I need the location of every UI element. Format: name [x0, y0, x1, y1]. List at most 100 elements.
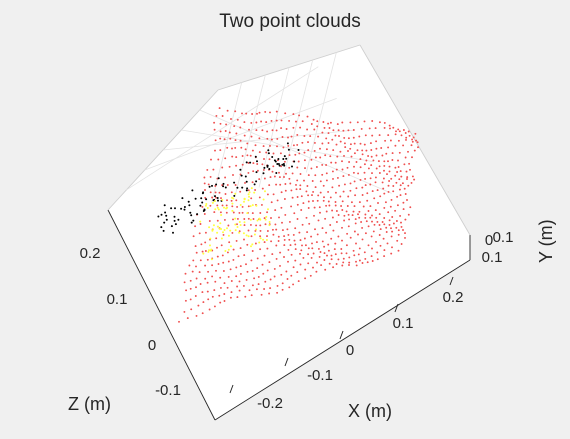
- red-point: [396, 195, 399, 198]
- red-point: [224, 130, 227, 132]
- yellow-point: [221, 199, 224, 201]
- red-point: [245, 263, 247, 266]
- red-point: [265, 151, 268, 154]
- red-point: [353, 254, 356, 257]
- red-point: [325, 148, 328, 151]
- red-point: [328, 262, 331, 265]
- red-point: [404, 132, 407, 134]
- red-point: [217, 158, 220, 161]
- red-point: [355, 187, 358, 190]
- red-point: [402, 229, 404, 231]
- x-tick: [394, 303, 399, 313]
- red-point: [361, 149, 364, 152]
- red-point: [314, 156, 317, 159]
- red-point: [218, 294, 221, 297]
- red-point: [367, 244, 370, 247]
- red-point: [414, 132, 417, 135]
- red-point: [354, 222, 357, 225]
- black-point: [188, 204, 191, 207]
- red-point: [327, 243, 330, 246]
- red-point: [259, 212, 262, 214]
- red-point: [268, 292, 271, 295]
- red-point: [342, 129, 345, 132]
- yellow-point: [268, 224, 271, 227]
- red-point: [194, 225, 197, 228]
- yellow-point: [247, 193, 250, 196]
- red-point: [214, 139, 217, 142]
- red-point: [350, 155, 353, 158]
- red-point: [263, 217, 266, 220]
- red-point: [229, 296, 232, 299]
- red-point: [241, 112, 243, 115]
- yellow-point: [216, 225, 219, 228]
- red-point: [381, 181, 384, 184]
- black-point: [208, 185, 211, 188]
- red-point: [279, 264, 281, 267]
- black-point: [263, 166, 266, 169]
- red-point: [311, 247, 314, 250]
- red-point: [313, 206, 316, 209]
- black-point: [216, 197, 219, 199]
- yellow-point: [249, 218, 252, 221]
- red-point: [290, 135, 293, 138]
- red-point: [301, 141, 304, 144]
- red-point: [333, 248, 336, 251]
- red-point: [349, 147, 352, 150]
- red-point: [371, 172, 373, 175]
- yellow-point: [246, 212, 249, 215]
- red-point: [347, 173, 350, 176]
- red-point: [328, 204, 331, 207]
- red-point: [295, 188, 298, 191]
- red-point: [316, 125, 319, 128]
- red-point: [379, 228, 382, 231]
- black-point: [183, 206, 186, 208]
- red-point: [374, 127, 377, 130]
- red-point: [301, 244, 303, 247]
- red-point: [339, 140, 342, 143]
- red-point: [283, 235, 286, 238]
- red-point: [195, 265, 197, 268]
- red-point: [233, 125, 236, 128]
- red-point: [195, 314, 198, 317]
- red-point: [294, 248, 297, 251]
- red-point: [279, 183, 282, 186]
- red-point: [289, 182, 292, 185]
- red-point: [353, 230, 356, 233]
- red-point: [329, 121, 332, 124]
- red-point: [275, 183, 278, 186]
- red-point: [296, 196, 299, 198]
- red-point: [260, 203, 263, 206]
- red-point: [340, 248, 343, 250]
- red-point: [204, 241, 207, 244]
- red-point: [261, 263, 264, 266]
- red-point: [268, 158, 271, 161]
- red-point: [394, 133, 397, 136]
- red-point: [322, 199, 325, 202]
- red-point: [303, 179, 305, 182]
- red-point: [263, 241, 266, 244]
- red-point: [310, 158, 313, 161]
- red-point: [302, 256, 305, 259]
- red-point: [383, 160, 386, 163]
- red-point: [341, 209, 344, 211]
- red-point: [367, 155, 370, 157]
- red-point: [242, 284, 245, 287]
- red-point: [306, 185, 309, 187]
- yellow-point: [258, 241, 261, 244]
- red-point: [240, 146, 243, 149]
- x-tick-label: -0.1: [307, 367, 333, 384]
- red-point: [209, 191, 212, 194]
- red-point: [184, 272, 187, 275]
- red-point: [258, 137, 261, 140]
- red-point: [276, 145, 278, 148]
- red-point: [369, 142, 372, 145]
- red-point: [334, 134, 337, 137]
- red-point: [226, 199, 228, 202]
- red-point: [261, 163, 264, 166]
- red-point: [324, 268, 327, 271]
- red-point: [390, 177, 393, 180]
- red-point: [239, 265, 242, 268]
- black-point: [256, 160, 258, 163]
- black-point: [245, 180, 248, 183]
